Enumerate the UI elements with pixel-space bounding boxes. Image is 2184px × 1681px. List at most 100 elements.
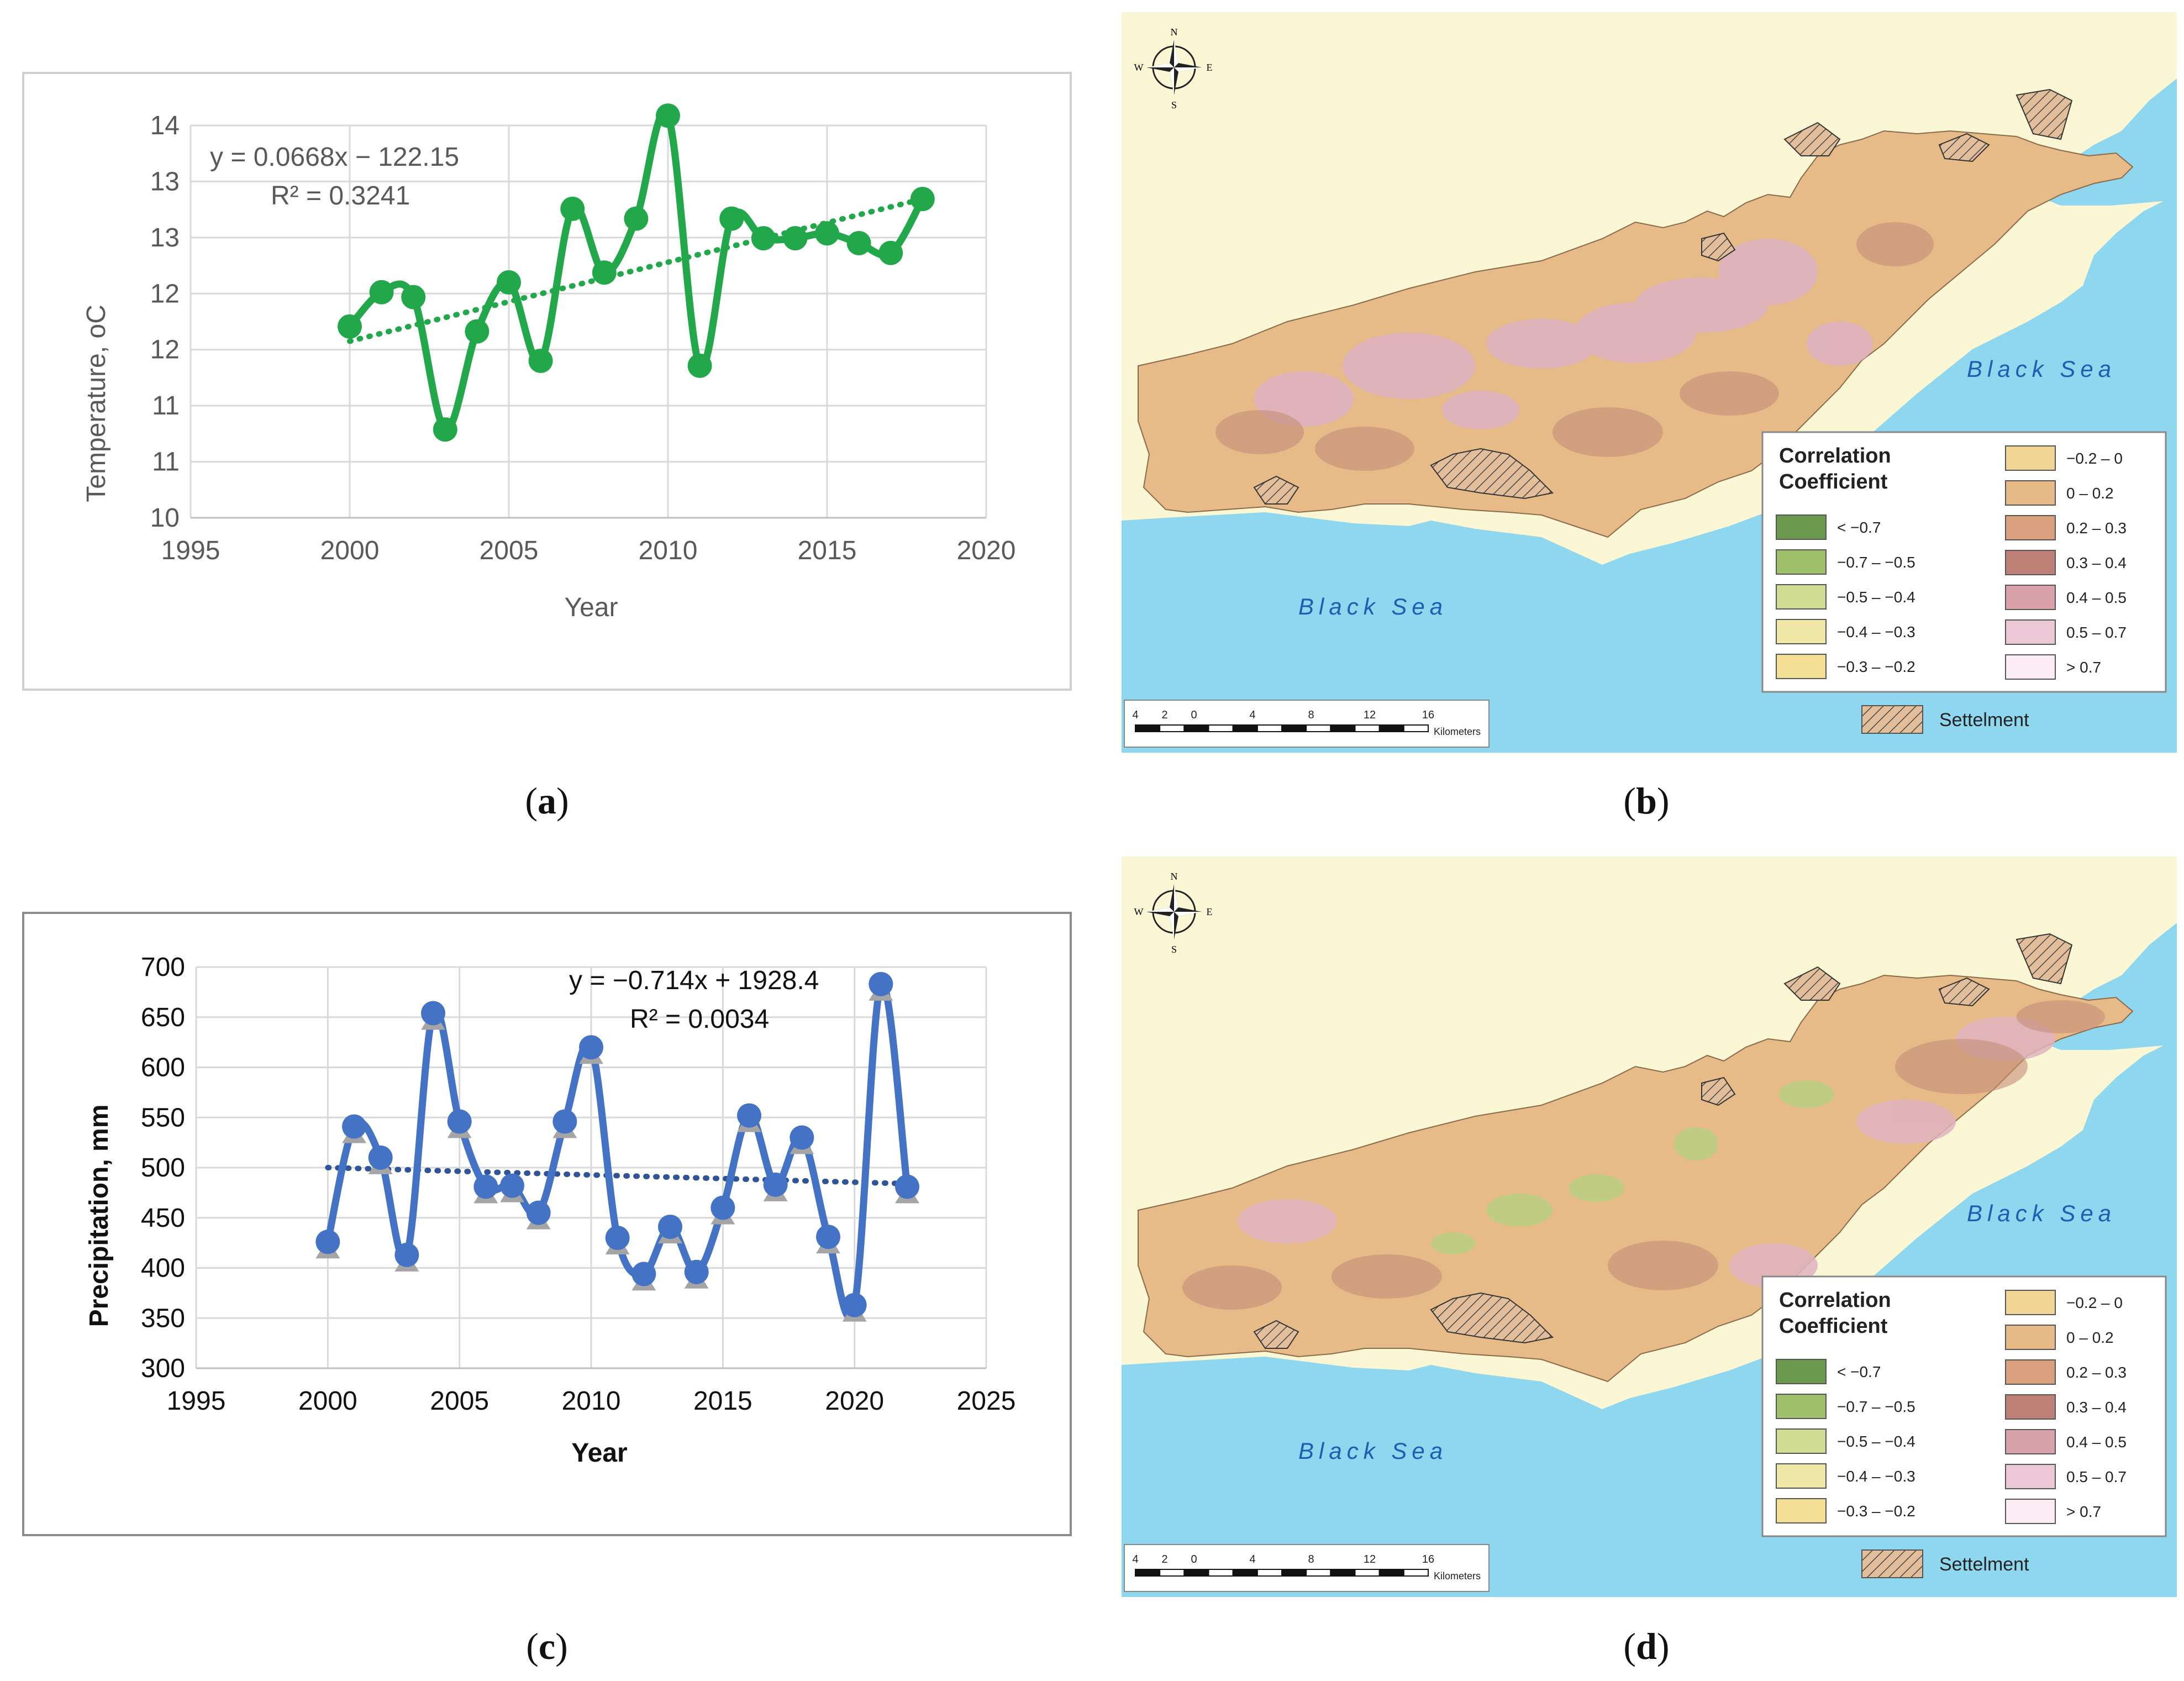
x-tick-label: 2025: [957, 1386, 1016, 1416]
legend-label: 0.4 – 0.5: [2066, 589, 2127, 606]
x-tick-label: 2020: [825, 1386, 884, 1416]
settlement-label: Settelment: [1939, 710, 2029, 731]
legend-swatch: [2005, 1499, 2056, 1524]
scale-segment: [1306, 724, 1332, 732]
scale-segment: [1135, 1569, 1161, 1577]
legend-swatch: [1776, 1394, 1827, 1419]
caption-b: (b): [1623, 780, 1670, 822]
data-point: [658, 1215, 682, 1239]
compass-n: N: [1171, 27, 1178, 38]
scale-tick-label: 4: [1249, 709, 1255, 721]
data-point: [500, 1173, 524, 1198]
scale-segment: [1378, 724, 1404, 732]
data-point: [763, 1172, 788, 1197]
scale-segment: [1159, 1569, 1185, 1577]
legend-label: −0.5 – −0.4: [1837, 1433, 1915, 1450]
legend-label: −0.4 – −0.3: [1837, 623, 1915, 640]
y-tick-label: 350: [141, 1304, 185, 1333]
y-tick-labels: 300 350 400 450 500 550 600 650 700: [141, 953, 185, 1383]
x-tick-label: 2020: [957, 536, 1016, 565]
legend-swatch: [1776, 1428, 1827, 1454]
trend-line-path: [347, 196, 925, 344]
compass-w: W: [1134, 62, 1144, 73]
data-point: [878, 240, 903, 265]
data-point: [684, 1259, 709, 1284]
green-patches: [1431, 1080, 1834, 1254]
brown-patches: [1182, 1000, 2105, 1310]
legend-swatch: [1776, 1498, 1827, 1524]
data-series: [315, 971, 919, 1322]
y-tick-label: 11: [152, 391, 180, 421]
scale-segment: [1256, 1569, 1282, 1577]
scale-box: [1124, 700, 1490, 748]
data-point: [846, 231, 871, 255]
precipitation-chart: 1995 2000 2005 2010 2015 2020 2025 300 350 400 45…: [22, 912, 1072, 1536]
legend-label: 0.4 – 0.5: [2066, 1433, 2127, 1451]
caption-c: (c): [526, 1625, 568, 1667]
data-point: [592, 260, 617, 285]
data-point: [895, 1174, 919, 1199]
legend-swatch: [1776, 584, 1827, 610]
data-point: [605, 1226, 630, 1251]
data-point: [447, 1109, 472, 1134]
y-tick-label: 300: [141, 1354, 185, 1383]
legend-swatch: [2005, 1429, 2056, 1454]
data-point: [552, 1109, 577, 1134]
data-point: [869, 971, 893, 996]
y-tick-label: 13: [150, 167, 180, 196]
scale-segment: [1208, 1569, 1234, 1577]
scale-segment: [1378, 1569, 1404, 1577]
scale-tick-label: 4: [1249, 1553, 1255, 1566]
data-point: [342, 1114, 366, 1139]
data-point: [369, 280, 394, 304]
data-point: [497, 270, 521, 295]
scale-segment: [1403, 724, 1429, 732]
data-point: [842, 1293, 867, 1317]
y-axis-label: Temperature, oC: [82, 304, 111, 502]
legend-label: −0.2 – 0: [2066, 1294, 2123, 1311]
compass-w: W: [1134, 906, 1144, 917]
scale-unit: Kilometers: [1434, 726, 1481, 737]
x-tick-label: 2015: [693, 1386, 752, 1416]
legend-label: 0.3 – 0.4: [2066, 1399, 2127, 1416]
scale-tick-label: 4: [1132, 1553, 1138, 1566]
legend-swatch: [2005, 1359, 2056, 1385]
x-tick-label: 2010: [639, 536, 698, 565]
data-series: [338, 103, 935, 442]
caption-d: (d): [1623, 1625, 1670, 1667]
legend-title: Coefficient: [1779, 470, 1888, 493]
data-point: [783, 226, 808, 251]
sea-label-south: Black Sea: [1298, 1438, 1448, 1464]
y-tick-label: 700: [141, 953, 185, 982]
legend-label: −0.4 – −0.3: [1837, 1468, 1915, 1485]
legend-label: 0 – 0.2: [2066, 485, 2114, 502]
data-point: [338, 314, 362, 339]
legend-label: 0.2 – 0.3: [2066, 1364, 2127, 1381]
legend-label: < −0.7: [1837, 519, 1881, 536]
caption-a: (a): [525, 780, 569, 822]
legend-swatch: [1776, 549, 1827, 575]
scale-segment: [1183, 1569, 1209, 1577]
x-tick-label: 2000: [298, 1386, 357, 1416]
correlation-map-d: N S E W Black Sea Black Sea CorrelationC…: [1122, 857, 2177, 1597]
legend-swatch: [2005, 515, 2056, 540]
x-tick-labels: 1995 2000 2005 2010 2015 2020: [161, 536, 1016, 565]
legend-swatch: [1776, 514, 1827, 540]
legend-label: > 0.7: [2066, 1503, 2101, 1520]
compass-e: E: [1207, 62, 1213, 73]
settlement-hatches: [1253, 88, 2073, 505]
scale-segment: [1330, 724, 1356, 732]
scale-tick-label: 12: [1364, 709, 1376, 721]
legend-title: Coefficient: [1779, 1315, 1888, 1338]
data-point: [687, 353, 712, 378]
y-tick-labels: 10 11 11 12 12 13 13 14: [150, 111, 180, 533]
compass-n: N: [1171, 871, 1178, 882]
data-point: [719, 206, 744, 231]
scale-tick-label: 4: [1132, 709, 1138, 721]
legend-label: > 0.7: [2066, 659, 2101, 676]
scale-tick-label: 12: [1364, 1553, 1376, 1566]
legend-label: −0.5 – −0.4: [1837, 589, 1915, 606]
legend-label: 0.3 – 0.4: [2066, 554, 2127, 571]
data-point: [737, 1103, 761, 1128]
